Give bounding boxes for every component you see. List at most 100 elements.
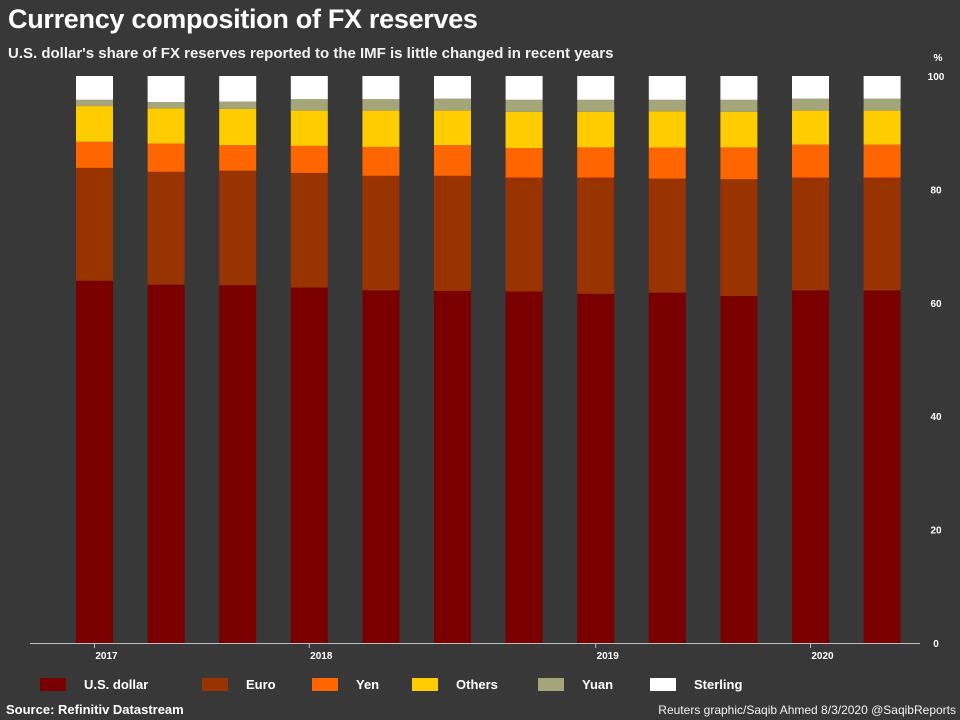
bar-segment-others-1 <box>76 106 113 142</box>
bar-segment-sterling-4 <box>290 76 328 100</box>
bar-segment-sterling-12 <box>863 76 901 99</box>
bar-segment-sterling-6 <box>434 76 471 99</box>
bar-segment-yuan-5 <box>362 99 400 111</box>
bar-segment-sterling-1 <box>76 76 113 100</box>
y-tick-label-60: 60 <box>930 299 942 310</box>
bar-segment-yuan-9 <box>648 99 686 112</box>
bar-segment-yen-12 <box>863 144 901 178</box>
y-tick-label-100: 100 <box>928 72 945 83</box>
x-axis-ticks: 2017 2018 2019 2020 <box>94 643 834 662</box>
bar-segment-yen-3 <box>219 145 257 171</box>
bar-segment-others-8 <box>577 111 615 148</box>
bar-segment-others-10 <box>720 111 758 148</box>
bar-segment-yen-11 <box>792 144 829 178</box>
y-axis-unit-label: % <box>934 53 943 64</box>
bar-segment-u-s-dollar-11 <box>792 290 829 643</box>
bar-segment-euro-5 <box>362 175 400 291</box>
bar-segment-u-s-dollar-6 <box>434 290 471 643</box>
bar-segment-yen-6 <box>434 145 471 176</box>
bar-segment-u-s-dollar-3 <box>219 285 257 643</box>
bar-segment-others-12 <box>863 110 901 145</box>
bar-segment-others-7 <box>505 111 543 148</box>
bar-segment-sterling-3 <box>219 76 257 102</box>
bar-segment-sterling-10 <box>720 76 758 100</box>
x-tick-label-2017: 2017 <box>95 651 118 662</box>
bar-segment-yuan-1 <box>76 99 113 106</box>
bar-segment-sterling-5 <box>362 76 400 100</box>
y-tick-label-40: 40 <box>930 412 942 423</box>
bar-segment-yen-7 <box>505 148 543 178</box>
y-tick-label-20: 20 <box>930 526 942 537</box>
bar-segment-euro-10 <box>720 179 758 296</box>
legend-item-usd: U.S. dollar <box>40 676 148 692</box>
bar-segment-others-3 <box>219 108 257 146</box>
legend-label-yuan: Yuan <box>582 676 614 692</box>
bar-segment-sterling-2 <box>147 76 185 103</box>
bar-segment-u-s-dollar-12 <box>863 290 901 643</box>
bar-segment-u-s-dollar-4 <box>290 287 328 643</box>
legend-label-sterling: Sterling <box>694 676 743 692</box>
bar-segment-yuan-6 <box>434 98 471 111</box>
legend-label-usd: U.S. dollar <box>84 676 149 692</box>
legend-swatch-usd <box>40 677 66 691</box>
bar-segment-yuan-8 <box>577 99 615 112</box>
bar-segment-sterling-11 <box>792 76 829 99</box>
bar-segment-euro-6 <box>434 175 471 291</box>
legend-swatch-euro <box>202 677 228 691</box>
legend-swatch-yen <box>312 677 338 691</box>
bar-segment-u-s-dollar-9 <box>648 292 686 643</box>
y-tick-label-0: 0 <box>933 639 939 650</box>
bar-segment-u-s-dollar-10 <box>720 296 758 643</box>
stacked-bar-chart: % 0 20 40 60 80 100 2017 2018 2019 2020 <box>30 53 945 662</box>
bar-segment-yen-4 <box>290 145 328 173</box>
bar-segment-yuan-4 <box>290 99 328 111</box>
legend-item-yen: Yen <box>312 676 379 692</box>
bar-segment-sterling-7 <box>505 76 543 100</box>
x-tick-label-2020: 2020 <box>811 651 834 662</box>
bar-segment-others-5 <box>362 110 400 147</box>
bar-segment-yuan-11 <box>792 98 829 111</box>
legend-item-sterling: Sterling <box>650 676 742 692</box>
credit-note: Reuters graphic/Saqib Ahmed 8/3/2020 @Sa… <box>658 703 956 717</box>
bar-segment-others-11 <box>792 110 829 145</box>
y-tick-label-80: 80 <box>930 185 942 196</box>
bar-segment-u-s-dollar-5 <box>362 290 400 643</box>
bar-segment-yen-1 <box>76 141 113 168</box>
legend-label-euro: Euro <box>246 676 276 692</box>
legend-item-yuan: Yuan <box>538 676 613 692</box>
bar-segment-others-2 <box>147 108 185 144</box>
bar-segment-u-s-dollar-1 <box>76 280 113 643</box>
x-tick-label-2019: 2019 <box>597 651 620 662</box>
bar-segment-euro-1 <box>76 167 113 281</box>
bar-segment-euro-4 <box>290 173 328 288</box>
legend-label-yen: Yen <box>356 676 380 692</box>
bar-segment-euro-7 <box>505 177 543 292</box>
legend-swatch-yuan <box>538 677 564 691</box>
chart-title: Currency composition of FX reserves <box>8 4 478 34</box>
bars-group <box>76 76 901 643</box>
bar-segment-yen-10 <box>720 147 758 180</box>
bar-segment-yen-2 <box>147 143 185 172</box>
bar-segment-u-s-dollar-7 <box>505 291 543 643</box>
source-note: Source: Refinitiv Datastream <box>6 702 184 717</box>
bar-segment-yuan-7 <box>505 99 543 112</box>
legend-item-others: Others <box>412 676 498 692</box>
bar-segment-yuan-10 <box>720 99 758 112</box>
bar-segment-others-9 <box>648 111 686 148</box>
legend-label-others: Others <box>456 676 498 692</box>
bar-segment-others-6 <box>434 110 471 146</box>
bar-segment-u-s-dollar-8 <box>577 293 615 643</box>
bar-segment-euro-12 <box>863 177 901 291</box>
bar-segment-euro-8 <box>577 177 615 294</box>
bar-segment-euro-3 <box>219 170 257 286</box>
bar-segment-yen-8 <box>577 147 615 178</box>
x-tick-label-2018: 2018 <box>310 651 333 662</box>
legend: U.S. dollar Euro Yen Others Yuan Sterlin… <box>40 676 940 694</box>
bar-segment-u-s-dollar-2 <box>147 284 185 643</box>
bar-segment-sterling-9 <box>648 76 686 100</box>
bar-segment-sterling-8 <box>577 76 615 100</box>
bar-segment-euro-11 <box>792 177 829 291</box>
bar-segment-yuan-12 <box>863 98 901 111</box>
y-axis-ticks: 0 20 40 60 80 100 <box>928 72 945 650</box>
legend-swatch-sterling <box>650 677 676 691</box>
